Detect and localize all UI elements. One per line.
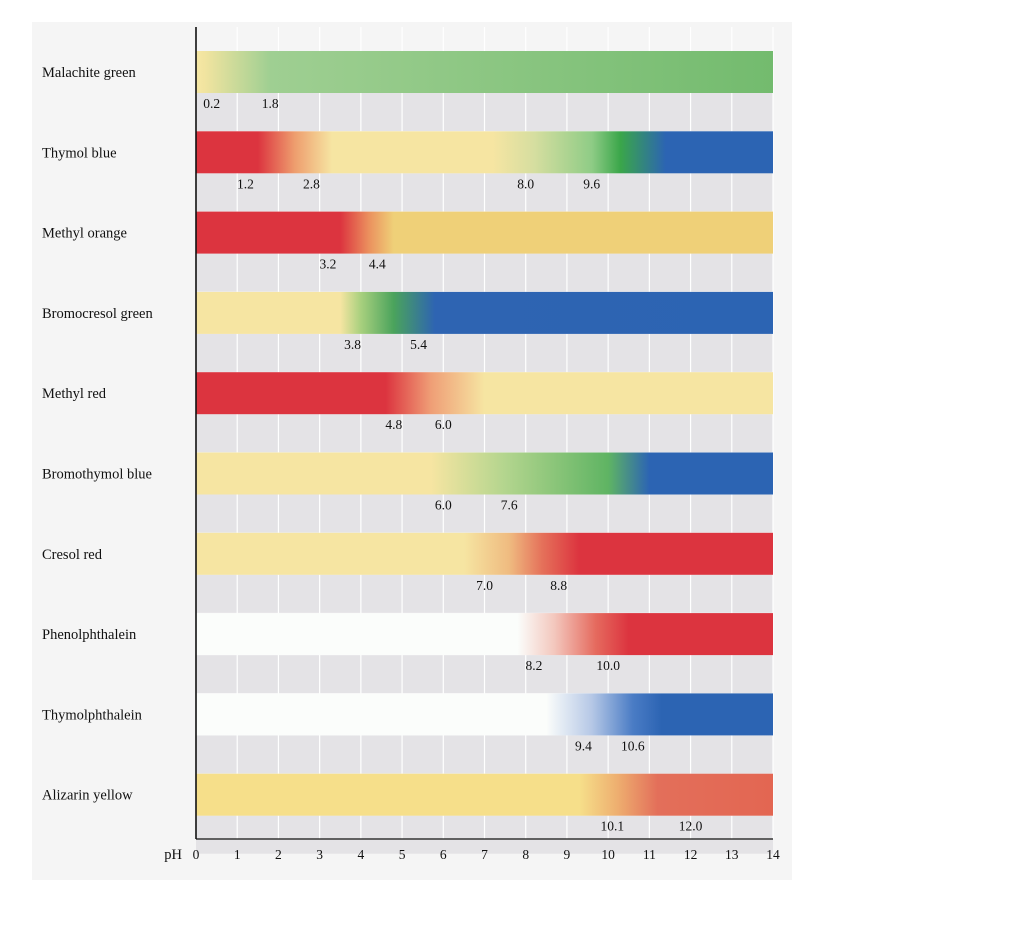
transition-value-label: 6.0 — [435, 417, 452, 432]
x-tick-label: 11 — [643, 847, 656, 862]
x-tick-label: 0 — [193, 847, 200, 862]
x-tick-label: 6 — [440, 847, 447, 862]
transition-value-label: 10.0 — [596, 658, 620, 673]
transition-value-label: 2.8 — [303, 176, 320, 191]
transition-value-label: 8.2 — [526, 658, 543, 673]
x-tick-label: 14 — [766, 847, 780, 862]
x-tick-label: 12 — [684, 847, 698, 862]
transition-value-label: 6.0 — [435, 498, 452, 513]
transition-value-label: 1.8 — [262, 96, 279, 111]
x-tick-label: 13 — [725, 847, 739, 862]
x-tick-label: 2 — [275, 847, 282, 862]
indicator-bar — [196, 291, 773, 334]
x-axis-label: pH — [164, 847, 182, 863]
indicator-name: Methyl red — [42, 386, 107, 402]
indicator-bar — [196, 452, 773, 495]
transition-value-label: 8.8 — [550, 578, 567, 593]
transition-value-label: 7.6 — [501, 498, 518, 513]
transition-value-label: 0.2 — [203, 96, 220, 111]
x-tick-label: 3 — [316, 847, 323, 862]
ph-indicator-chart: Malachite green 0.2 1.8 Thymol blue 1.2 2.8 8.… — [42, 27, 780, 863]
transition-value-label: 8.0 — [517, 176, 534, 191]
figure-background: Malachite green 0.2 1.8 Thymol blue 1.2 2.8 8.… — [32, 22, 792, 880]
transition-value-label: 4.8 — [385, 417, 402, 432]
indicator-bar — [196, 131, 773, 174]
transition-value-label: 9.6 — [583, 176, 600, 191]
indicator-name: Cresol red — [42, 547, 103, 563]
indicator-name: Bromothymol blue — [42, 467, 152, 483]
transition-value-label: 3.2 — [319, 257, 336, 272]
x-tick-label: 7 — [481, 847, 488, 862]
x-tick-label: 5 — [399, 847, 406, 862]
indicator-bar — [196, 532, 773, 575]
x-tick-label: 1 — [234, 847, 241, 862]
indicator-bar — [196, 372, 773, 415]
x-tick-label: 9 — [564, 847, 571, 862]
x-tick-label: 10 — [601, 847, 615, 862]
indicator-name: Alizarin yellow — [42, 788, 133, 804]
transition-value-label: 5.4 — [410, 337, 427, 352]
transition-value-label: 9.4 — [575, 738, 592, 753]
indicator-bar — [196, 613, 773, 656]
indicator-bar — [196, 211, 773, 254]
transition-value-label: 10.6 — [621, 738, 645, 753]
transition-value-label: 3.8 — [344, 337, 361, 352]
indicator-name: Thymolphthalein — [42, 707, 143, 723]
transition-value-label: 4.4 — [369, 257, 386, 272]
indicator-name: Bromocresol green — [42, 306, 153, 322]
transition-value-label: 1.2 — [237, 176, 254, 191]
indicator-bar — [196, 51, 773, 93]
indicator-bar — [196, 693, 773, 736]
transition-value-label: 10.1 — [600, 819, 624, 834]
x-tick-label: 8 — [522, 847, 529, 862]
indicator-name: Thymol blue — [42, 145, 117, 161]
indicator-name: Methyl orange — [42, 226, 127, 242]
indicator-name: Malachite green — [42, 65, 137, 81]
transition-value-label: 12.0 — [679, 819, 703, 834]
x-tick-label: 4 — [357, 847, 364, 862]
indicator-name: Phenolphthalein — [42, 627, 137, 643]
indicator-bar — [196, 773, 773, 816]
transition-value-label: 7.0 — [476, 578, 493, 593]
